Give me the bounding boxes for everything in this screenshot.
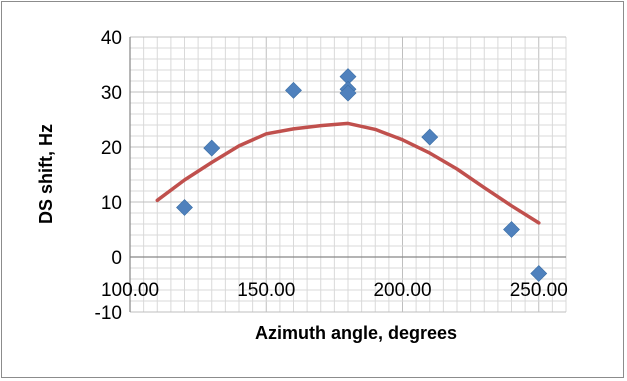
data-point [503, 221, 520, 238]
data-point [203, 139, 221, 157]
data-point [530, 265, 548, 282]
x-axis-label: Azimuth angle, degrees [255, 323, 457, 343]
tick-labels: 100.00 150.00 200.00 250.00 -10 0 10 20 30 40 [95, 28, 568, 324]
y-tick-label: 40 [101, 28, 122, 49]
data-point [421, 128, 439, 146]
x-tick-label: 250.00 [510, 280, 568, 301]
y-axis-label: DS shift, Hz [36, 124, 56, 224]
data-points [176, 68, 548, 282]
y-tick-label: 20 [101, 138, 122, 159]
axes [129, 37, 566, 312]
y-tick-label: 0 [111, 248, 122, 269]
trend-line-group [155, 121, 541, 225]
x-tick-label: 200.00 [373, 280, 431, 301]
x-tick-label: 100.00 [101, 280, 159, 301]
y-tick-label: 30 [101, 83, 122, 104]
trend-line [155, 121, 541, 225]
data-point [176, 199, 193, 216]
y-tick-label: -10 [95, 303, 122, 324]
data-point [339, 84, 357, 102]
y-tick-label: 10 [101, 193, 122, 214]
x-tick-label: 150.00 [237, 280, 295, 301]
data-point [285, 81, 302, 99]
